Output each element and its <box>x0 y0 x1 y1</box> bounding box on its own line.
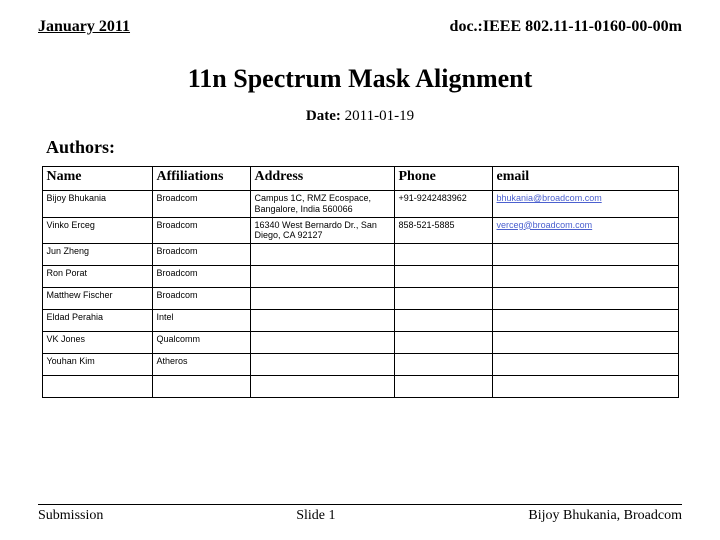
cell-email <box>492 288 678 310</box>
cell-aff: Atheros <box>152 354 250 376</box>
cell-email <box>492 354 678 376</box>
cell-addr <box>250 266 394 288</box>
cell-name: Youhan Kim <box>42 354 152 376</box>
cell-phone: +91-9242483962 <box>394 191 492 218</box>
cell-addr: Campus 1C, RMZ Ecospace, Bangalore, Indi… <box>250 191 394 218</box>
page-title: 11n Spectrum Mask Alignment <box>38 64 682 94</box>
date-value: 2011-01-19 <box>345 108 414 124</box>
footer-left: Submission <box>38 508 103 524</box>
cell-email <box>492 376 678 398</box>
cell-name: Jun Zheng <box>42 244 152 266</box>
cell-aff: Broadcom <box>152 217 250 244</box>
authors-label: Authors: <box>46 137 682 158</box>
table-row: Ron PoratBroadcom <box>42 266 678 288</box>
cell-email <box>492 332 678 354</box>
table-row: Vinko ErcegBroadcom16340 West Bernardo D… <box>42 217 678 244</box>
cell-name: Bijoy Bhukania <box>42 191 152 218</box>
cell-addr <box>250 332 394 354</box>
cell-phone <box>394 244 492 266</box>
header-date: January 2011 <box>38 18 130 36</box>
cell-phone <box>394 266 492 288</box>
cell-phone <box>394 288 492 310</box>
table-row: Bijoy BhukaniaBroadcomCampus 1C, RMZ Eco… <box>42 191 678 218</box>
cell-name <box>42 376 152 398</box>
cell-name: VK Jones <box>42 332 152 354</box>
footer-center: Slide 1 <box>296 508 335 524</box>
cell-aff: Broadcom <box>152 288 250 310</box>
cell-email: bhukania@broadcom.com <box>492 191 678 218</box>
cell-name: Ron Porat <box>42 266 152 288</box>
date-line: Date: 2011-01-19 <box>38 108 682 125</box>
date-label: Date: <box>306 108 341 124</box>
email-link[interactable]: bhukania@broadcom.com <box>497 193 602 203</box>
table-row: Matthew FischerBroadcom <box>42 288 678 310</box>
table-row: Youhan KimAtheros <box>42 354 678 376</box>
cell-aff: Qualcomm <box>152 332 250 354</box>
email-link[interactable]: verceg@broadcom.com <box>497 220 593 230</box>
cell-email <box>492 244 678 266</box>
cell-addr <box>250 244 394 266</box>
cell-email: verceg@broadcom.com <box>492 217 678 244</box>
cell-aff: Intel <box>152 310 250 332</box>
cell-phone <box>394 354 492 376</box>
cell-aff: Broadcom <box>152 266 250 288</box>
col-phone: Phone <box>394 167 492 191</box>
header-doc-id: doc.:IEEE 802.11-11-0160-00-00m <box>450 18 682 36</box>
footer-right: Bijoy Bhukania, Broadcom <box>528 508 682 524</box>
footer: Submission Slide 1 Bijoy Bhukania, Broad… <box>38 504 682 524</box>
table-row: Jun ZhengBroadcom <box>42 244 678 266</box>
table-row: VK JonesQualcomm <box>42 332 678 354</box>
cell-phone <box>394 332 492 354</box>
cell-addr <box>250 354 394 376</box>
cell-email <box>492 310 678 332</box>
table-row: Eldad PerahiaIntel <box>42 310 678 332</box>
cell-addr: 16340 West Bernardo Dr., San Diego, CA 9… <box>250 217 394 244</box>
cell-aff: Broadcom <box>152 191 250 218</box>
cell-aff <box>152 376 250 398</box>
header-row: January 2011 doc.:IEEE 802.11-11-0160-00… <box>38 18 682 36</box>
cell-aff: Broadcom <box>152 244 250 266</box>
cell-phone <box>394 310 492 332</box>
cell-addr <box>250 288 394 310</box>
table-row <box>42 376 678 398</box>
cell-name: Matthew Fischer <box>42 288 152 310</box>
col-addr: Address <box>250 167 394 191</box>
cell-addr <box>250 376 394 398</box>
col-aff: Affiliations <box>152 167 250 191</box>
table-header-row: Name Affiliations Address Phone email <box>42 167 678 191</box>
authors-table: Name Affiliations Address Phone email Bi… <box>42 166 679 398</box>
cell-phone: 858-521-5885 <box>394 217 492 244</box>
col-name: Name <box>42 167 152 191</box>
cell-name: Vinko Erceg <box>42 217 152 244</box>
col-email: email <box>492 167 678 191</box>
cell-addr <box>250 310 394 332</box>
cell-email <box>492 266 678 288</box>
cell-phone <box>394 376 492 398</box>
cell-name: Eldad Perahia <box>42 310 152 332</box>
